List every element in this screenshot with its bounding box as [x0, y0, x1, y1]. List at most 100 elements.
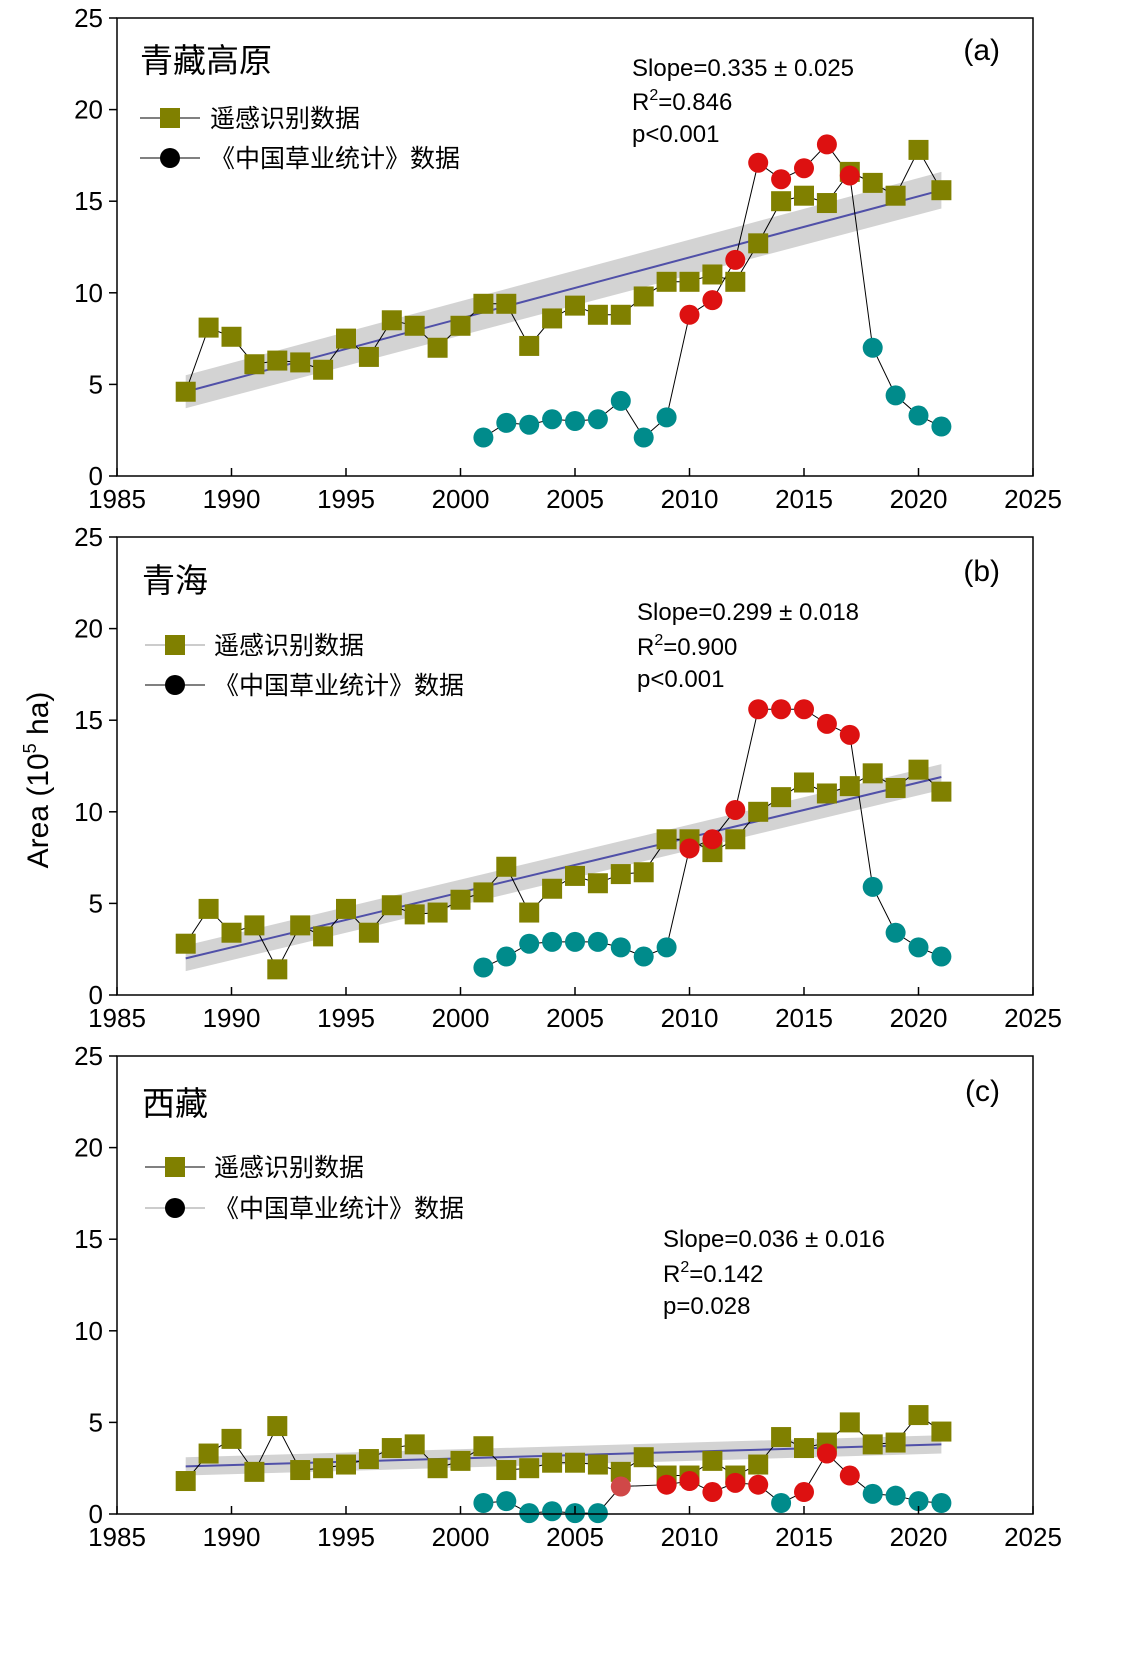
- x-tick-label: 2020: [890, 1522, 948, 1552]
- remote-sensing-point: [771, 191, 792, 212]
- remote-sensing-point: [313, 926, 334, 947]
- remote-sensing-point: [748, 1454, 769, 1475]
- remote-sensing-point: [931, 180, 952, 201]
- statistics-point: [656, 937, 677, 958]
- statistics-point: [542, 409, 563, 430]
- p-value-text: p<0.001: [632, 121, 719, 148]
- y-axis-label: Area (105 ha): [20, 692, 55, 869]
- y-tick-label: 25: [74, 1041, 103, 1071]
- remote-sensing-point: [885, 777, 906, 798]
- remote-sensing-point: [908, 1405, 929, 1426]
- y-tick-label: 25: [74, 522, 103, 552]
- legend-marker-circle: [165, 1198, 185, 1218]
- y-tick-label: 10: [74, 278, 103, 308]
- remote-sensing-point: [587, 873, 608, 894]
- panel-title: 青藏高原: [140, 41, 272, 80]
- panel-letter: (c): [965, 1075, 1000, 1108]
- remote-sensing-point: [748, 801, 769, 822]
- remote-sensing-point: [450, 889, 471, 910]
- remote-sensing-line: [185, 768, 942, 971]
- statistics-point: [496, 412, 517, 433]
- statistics-point: [839, 165, 860, 186]
- y-tick-label: 0: [89, 980, 103, 1010]
- statistics-point: [794, 699, 814, 720]
- y-tick-label: 5: [89, 888, 103, 918]
- remote-sensing-point: [519, 902, 540, 923]
- x-tick-label: 2015: [775, 1003, 833, 1033]
- remote-sensing-point: [839, 776, 860, 797]
- remote-sensing-point: [473, 882, 494, 903]
- x-tick-label: 2015: [775, 1522, 833, 1552]
- legend-marker-square: [165, 1157, 185, 1177]
- x-tick-label: 1985: [88, 484, 146, 514]
- r2-text: R2=0.846: [632, 87, 732, 116]
- statistics-point: [519, 933, 540, 954]
- statistics-point: [771, 169, 792, 190]
- statistics-point: [610, 1476, 631, 1497]
- statistics-point: [748, 699, 769, 720]
- remote-sensing-point: [404, 904, 425, 925]
- y-tick-label: 20: [74, 614, 103, 644]
- y-tick-label: 15: [74, 1224, 103, 1254]
- statistics-point: [771, 699, 792, 720]
- y-tick-label: 15: [74, 186, 103, 216]
- remote-sensing-point: [175, 1471, 196, 1492]
- x-tick-label: 2010: [661, 484, 719, 514]
- statistics-point: [679, 304, 700, 325]
- x-tick-label: 2025: [1004, 1522, 1062, 1552]
- statistics-point: [885, 922, 906, 943]
- statistics-point: [473, 1493, 494, 1514]
- statistics-point: [862, 337, 883, 358]
- remote-sensing-point: [313, 1458, 334, 1479]
- statistics-point: [931, 416, 952, 437]
- legend-marker-square: [165, 635, 185, 655]
- statistics-point: [656, 407, 677, 428]
- statistics-point: [908, 937, 929, 958]
- remote-sensing-point: [816, 193, 837, 214]
- statistics-point: [519, 1503, 540, 1524]
- statistics-point: [885, 1485, 906, 1506]
- stats-annotation: Slope=0.299 ± 0.018 R2=0.900 p<0.001: [637, 599, 859, 693]
- x-tick-label: 2025: [1004, 484, 1062, 514]
- statistics-point: [610, 390, 631, 411]
- legend-marker-circle: [160, 148, 180, 168]
- statistics-point: [748, 1474, 769, 1495]
- remote-sensing-point: [381, 310, 402, 331]
- remote-sensing-point: [587, 1454, 608, 1475]
- legend-label-remote: 遥感识别数据: [214, 631, 364, 660]
- statistics-point: [908, 1491, 929, 1512]
- x-tick-label: 1985: [88, 1003, 146, 1033]
- plot-frame: [116, 17, 1034, 477]
- remote-sensing-point: [794, 772, 814, 793]
- statistics-point: [725, 249, 746, 270]
- remote-sensing-point: [427, 902, 448, 923]
- fit-line: [185, 189, 942, 393]
- remote-sensing-point: [267, 1416, 288, 1437]
- slope-text: Slope=0.335 ± 0.025: [632, 55, 854, 82]
- remote-sensing-point: [794, 1438, 814, 1459]
- remote-sensing-point: [267, 959, 288, 980]
- fit-line: [185, 776, 942, 960]
- remote-sensing-point: [244, 915, 265, 936]
- remote-sensing-point: [473, 293, 494, 314]
- legend: 遥感识别数据 《中国草业统计》数据: [145, 1153, 464, 1223]
- remote-sensing-point: [358, 1449, 379, 1470]
- statistics-point: [565, 931, 585, 952]
- statistics-point: [771, 1493, 792, 1514]
- statistics-point: [633, 946, 654, 967]
- remote-sensing-point: [542, 1452, 563, 1473]
- statistics-point: [725, 799, 746, 820]
- stats-annotation: Slope=0.335 ± 0.025 R2=0.846 p<0.001: [632, 55, 854, 148]
- remote-sensing-point: [725, 829, 746, 850]
- statistics-point: [587, 409, 608, 430]
- statistics-point: [794, 1482, 814, 1503]
- y-tick-label: 15: [74, 705, 103, 735]
- remote-sensing-point: [862, 172, 883, 193]
- remote-sensing-point: [816, 783, 837, 804]
- remote-sensing-line: [185, 1414, 942, 1482]
- p-value-text: p=0.028: [663, 1293, 750, 1320]
- x-tick-label: 2015: [775, 484, 833, 514]
- panel-c: 1985 1990 1995 2000 2005 2010 2015 2020 20250510…: [74, 1041, 1062, 1552]
- statistics-point: [473, 957, 494, 978]
- statistics-point: [931, 946, 952, 967]
